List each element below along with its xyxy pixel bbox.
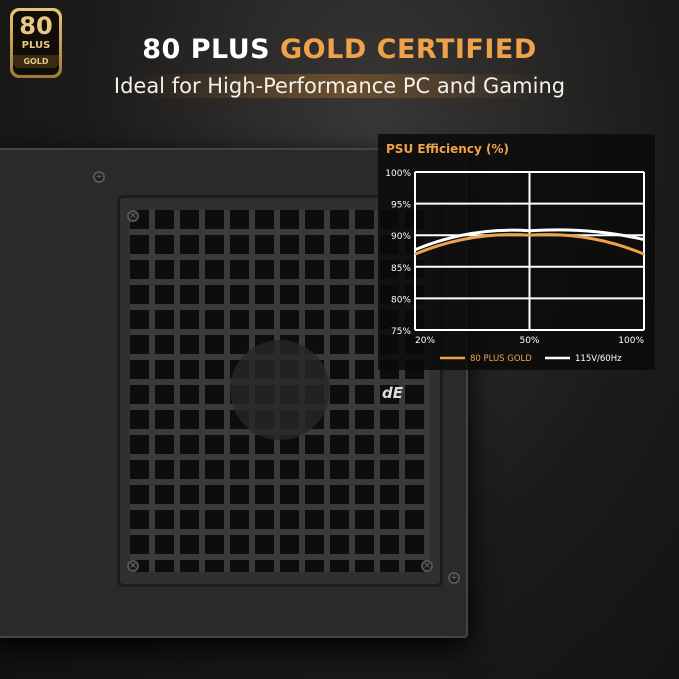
y-tick-label: 95%	[391, 201, 411, 211]
screw-icon: ×	[127, 210, 139, 222]
screw-icon: ×	[127, 560, 139, 572]
fan-hub	[230, 340, 330, 440]
badge-plus: PLUS	[21, 40, 51, 51]
headline: 80 PLUS GOLD CERTIFIED	[0, 34, 679, 65]
brand-logo: dE	[382, 384, 403, 402]
y-tick-label: 90%	[391, 232, 411, 242]
headline-gold: GOLD CERTIFIED	[280, 34, 537, 65]
y-tick-label: 80%	[391, 295, 411, 305]
legend-label: 115V/60Hz	[575, 354, 622, 364]
screw-icon: +	[448, 572, 460, 584]
subtitle: Ideal for High-Performance PC and Gaming	[0, 74, 679, 98]
screw-icon: ×	[421, 560, 433, 572]
headline-white: 80 PLUS	[142, 34, 271, 65]
x-tick-label: 100%	[618, 336, 644, 346]
y-tick-label: 85%	[391, 264, 411, 274]
chart-svg: 75% 80% 85% 90% 95% 100% 20% 50% 100% 80 PLUS GOL…	[385, 169, 645, 364]
80-plus-gold-badge: 80 PLUS GOLD	[10, 8, 62, 78]
badge-number: 80	[19, 12, 53, 40]
y-tick-label: 100%	[385, 169, 411, 179]
x-tick-label: 50%	[519, 336, 539, 346]
screw-icon: +	[93, 171, 105, 183]
x-tick-label: 20%	[415, 336, 435, 346]
badge-level: GOLD	[13, 55, 59, 68]
y-tick-label: 75%	[391, 327, 411, 337]
legend-label: 80 PLUS GOLD	[470, 354, 532, 364]
chart-title: PSU Efficiency (%)	[386, 142, 509, 156]
efficiency-chart: PSU Efficiency (%) 75% 80% 85% 90% 95% 100% 20…	[378, 134, 655, 370]
